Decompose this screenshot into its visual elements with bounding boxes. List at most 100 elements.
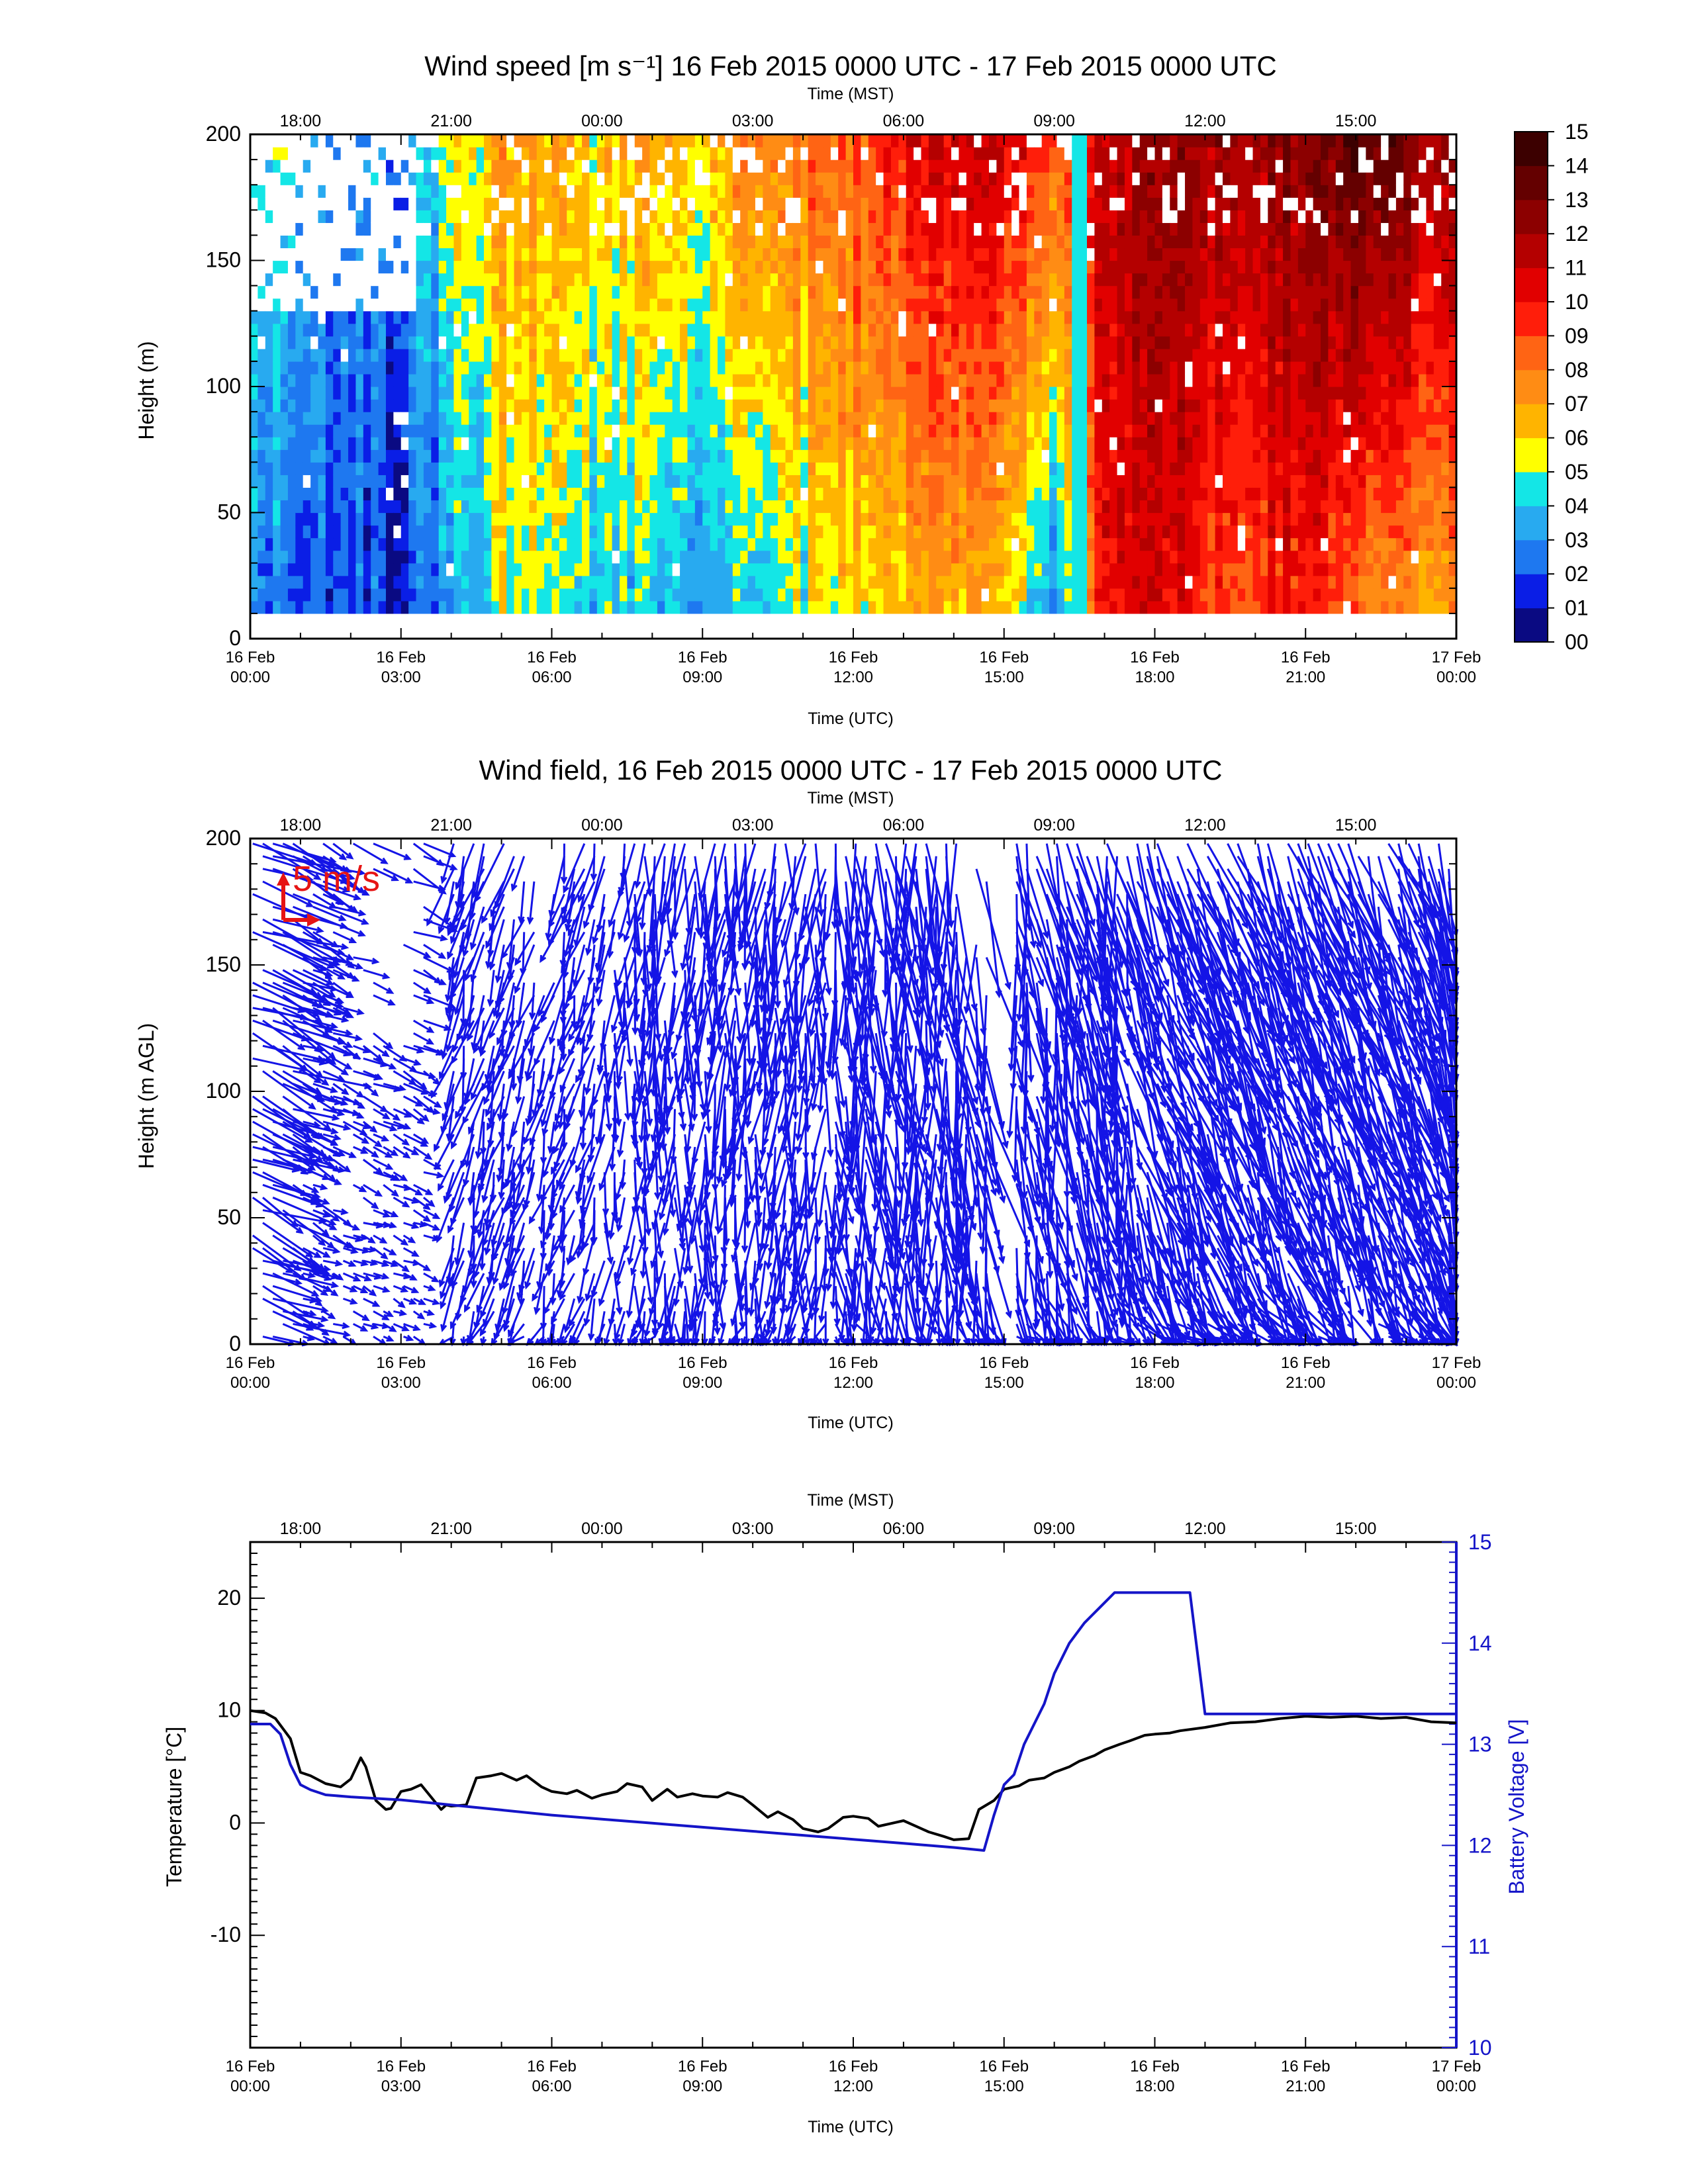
speed-cell (551, 323, 560, 337)
speed-cell (808, 563, 816, 576)
speed-cell (1162, 310, 1170, 324)
speed-cell (385, 563, 394, 576)
speed-cell (642, 373, 651, 387)
speed-cell (792, 197, 801, 210)
speed-cell (898, 424, 907, 437)
speed-cell (1117, 563, 1125, 576)
speed-cell (627, 550, 635, 564)
speed-cell (649, 248, 658, 261)
speed-cell (1109, 487, 1118, 501)
speed-cell (702, 310, 711, 324)
speed-cell (1162, 285, 1170, 299)
speed-cell (763, 336, 771, 349)
speed-cell (959, 235, 967, 249)
speed-cell (438, 563, 447, 576)
speed-cell (898, 248, 907, 261)
speed-cell (830, 588, 839, 602)
speed-cell (642, 563, 651, 576)
speed-cell (1094, 172, 1103, 185)
speed-cell (763, 134, 771, 148)
speed-cell (498, 575, 507, 589)
speed-cell (408, 159, 417, 173)
speed-cell (694, 500, 703, 514)
speed-cell (551, 310, 560, 324)
speed-cell (589, 210, 598, 223)
speed-cell (1132, 147, 1141, 160)
speed-cell (1102, 235, 1110, 249)
speed-cell (265, 387, 273, 400)
speed-cell (596, 361, 605, 375)
speed-cell (785, 512, 794, 526)
speed-cell (1041, 424, 1050, 437)
speed-cell (363, 348, 371, 362)
speed-cell (250, 449, 258, 463)
speed-cell (770, 412, 778, 425)
speed-cell (1034, 475, 1043, 488)
speed-cell (1154, 437, 1163, 450)
speed-cell (1026, 348, 1035, 362)
speed-cell (536, 159, 545, 173)
speed-cell (853, 550, 861, 564)
speed-cell (416, 373, 424, 387)
speed-cell (785, 185, 794, 198)
speed-cell (936, 399, 945, 412)
speed-cell (1064, 273, 1072, 287)
speed-cell (725, 373, 733, 387)
speed-cell (1117, 412, 1125, 425)
speed-cell (1222, 525, 1231, 539)
speed-cell (845, 285, 854, 299)
speed-cell (710, 348, 718, 362)
speed-cell (1132, 298, 1141, 312)
speed-cell (273, 563, 281, 576)
speed-cell (800, 248, 809, 261)
speed-cell (868, 537, 876, 551)
speed-cell (740, 323, 749, 337)
speed-cell (619, 285, 628, 299)
speed-cell (778, 412, 786, 425)
speed-cell (634, 222, 643, 236)
speed-cell (325, 248, 334, 261)
speed-cell (1139, 210, 1148, 223)
speed-cell (1117, 134, 1125, 148)
speed-cell (687, 449, 696, 463)
speed-cell (740, 424, 749, 437)
speed-cell (853, 273, 861, 287)
speed-cell (1222, 373, 1231, 387)
speed-cell (792, 588, 801, 602)
speed-cell (718, 185, 726, 198)
speed-cell (514, 172, 522, 185)
speed-cell (1177, 500, 1186, 514)
speed-cell (657, 487, 665, 501)
speed-cell (484, 600, 492, 614)
speed-cell (718, 563, 726, 576)
speed-cell (702, 462, 711, 475)
speed-cell (423, 462, 432, 475)
speed-cell (1064, 361, 1072, 375)
speed-cell (1154, 462, 1163, 475)
speed-cell (378, 412, 387, 425)
speed-cell (883, 563, 892, 576)
speed-cell (634, 348, 643, 362)
speed-cell (1177, 600, 1186, 614)
speed-cell (1072, 336, 1080, 349)
speed-cell (823, 575, 831, 589)
speed-cell (1049, 600, 1058, 614)
speed-cell (845, 210, 854, 223)
speed-cell (823, 197, 831, 210)
speed-cell (951, 550, 960, 564)
speed-cell (348, 172, 357, 185)
speed-cell (876, 387, 884, 400)
speed-cell (1087, 487, 1095, 501)
speed-cell (303, 235, 311, 249)
speed-cell (1109, 159, 1118, 173)
speed-cell (936, 361, 945, 375)
speed-cell (567, 134, 575, 148)
speed-cell (287, 600, 296, 614)
speed-cell (612, 248, 620, 261)
speed-cell (642, 437, 651, 450)
speed-cell (740, 222, 749, 236)
speed-cell (438, 475, 447, 488)
speed-cell (928, 600, 937, 614)
speed-cell (732, 600, 741, 614)
speed-cell (258, 197, 266, 210)
